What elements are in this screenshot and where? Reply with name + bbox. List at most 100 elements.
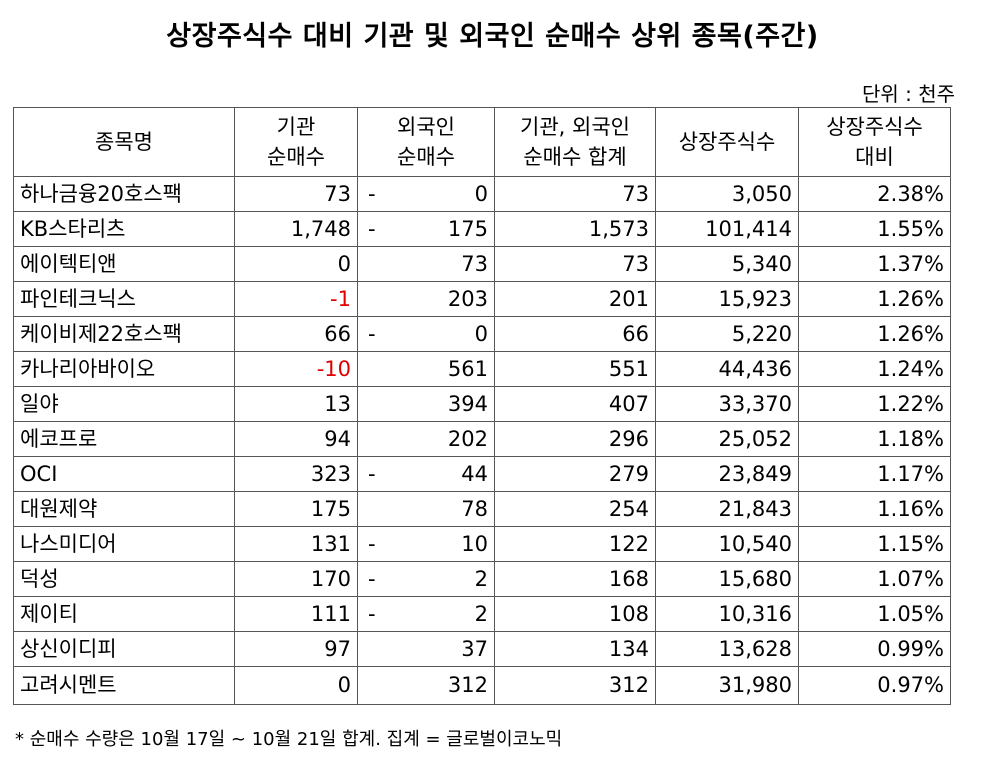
foreign-net-buy: 202 bbox=[357, 421, 495, 457]
listed-shares: 31,980 bbox=[655, 666, 799, 705]
share-ratio: 1.26% bbox=[798, 316, 951, 352]
share-ratio: 0.97% bbox=[798, 666, 951, 705]
table-row: 고려시멘트 0 312 312 31,980 0.97% bbox=[13, 666, 951, 705]
foreign-net-buy: 37 bbox=[357, 631, 495, 667]
foreign-value: 10 bbox=[461, 532, 488, 556]
foreign-net-buy: - 175 bbox=[357, 211, 495, 247]
share-ratio: 0.99% bbox=[798, 631, 951, 667]
stock-name: 에코프로 bbox=[13, 421, 235, 457]
listed-shares: 15,680 bbox=[655, 561, 799, 597]
foreign-sign: - bbox=[368, 322, 376, 346]
foreign-sign: - bbox=[368, 462, 376, 486]
share-ratio: 1.26% bbox=[798, 281, 951, 317]
stock-name: OCI bbox=[13, 456, 235, 492]
share-ratio: 1.07% bbox=[798, 561, 951, 597]
foreign-value: 561 bbox=[447, 357, 488, 381]
unit-label: 단위 : 천주 bbox=[861, 82, 955, 106]
foreign-value: 0 bbox=[474, 182, 488, 206]
table-row: 일야 13 394 407 33,370 1.22% bbox=[13, 386, 951, 422]
stock-name: 케이비제22호스팩 bbox=[13, 316, 235, 352]
table-row: KB스타리츠 1,748- 175 1,573 101,414 1.55% bbox=[13, 211, 951, 247]
foreign-net-buy: - 10 bbox=[357, 526, 495, 562]
institution-net-buy: 97 bbox=[234, 631, 358, 667]
share-ratio: 1.17% bbox=[798, 456, 951, 492]
foreign-value: 2 bbox=[474, 567, 488, 591]
institution-net-buy: 1,748 bbox=[234, 211, 358, 247]
net-buy-sum: 201 bbox=[494, 281, 656, 317]
institution-net-buy: 73 bbox=[234, 176, 358, 212]
header-ratio: 상장주식수 대비 bbox=[798, 107, 951, 177]
stock-table: 종목명 기관 순매수 외국인 순매수 기관, 외국인 순매수 합계 상장주식수 상장주… bbox=[13, 107, 951, 705]
stock-name: 카나리아바이오 bbox=[13, 351, 235, 387]
net-buy-sum: 551 bbox=[494, 351, 656, 387]
foreign-sign: - bbox=[368, 182, 376, 206]
header-name: 종목명 bbox=[13, 107, 235, 177]
table-row: 상신이디피 97 37 134 13,628 0.99% bbox=[13, 631, 951, 667]
foreign-net-buy: -2 bbox=[357, 561, 495, 597]
listed-shares: 5,340 bbox=[655, 246, 799, 282]
footnote: * 순매수 수량은 10월 17일 ~ 10월 21일 합계. 집계 = 글로벌… bbox=[15, 729, 563, 750]
listed-shares: 13,628 bbox=[655, 631, 799, 667]
stock-name: 대원제약 bbox=[13, 491, 235, 527]
net-buy-sum: 168 bbox=[494, 561, 656, 597]
institution-net-buy: 175 bbox=[234, 491, 358, 527]
stock-name: 고려시멘트 bbox=[13, 666, 235, 705]
net-buy-sum: 312 bbox=[494, 666, 656, 705]
foreign-sign: - bbox=[368, 217, 376, 241]
net-buy-sum: 108 bbox=[494, 596, 656, 632]
listed-shares: 23,849 bbox=[655, 456, 799, 492]
table-header-row: 종목명 기관 순매수 외국인 순매수 기관, 외국인 순매수 합계 상장주식수 상장주… bbox=[13, 107, 951, 177]
foreign-value: 44 bbox=[461, 462, 488, 486]
foreign-sign: - bbox=[368, 532, 376, 556]
stock-name: 제이티 bbox=[13, 596, 235, 632]
stock-name: 덕성 bbox=[13, 561, 235, 597]
foreign-sign: - bbox=[368, 602, 376, 626]
net-buy-sum: 66 bbox=[494, 316, 656, 352]
table-row: 케이비제22호스팩 66-0 66 5,220 1.26% bbox=[13, 316, 951, 352]
listed-shares: 3,050 bbox=[655, 176, 799, 212]
listed-shares: 101,414 bbox=[655, 211, 799, 247]
listed-shares: 21,843 bbox=[655, 491, 799, 527]
foreign-net-buy: -2 bbox=[357, 596, 495, 632]
foreign-net-buy: 78 bbox=[357, 491, 495, 527]
listed-shares: 5,220 bbox=[655, 316, 799, 352]
table-row: 대원제약 175 78 254 21,843 1.16% bbox=[13, 491, 951, 527]
net-buy-sum: 73 bbox=[494, 176, 656, 212]
table-row: 제이티 111-2 108 10,316 1.05% bbox=[13, 596, 951, 632]
table-row: 하나금융20호스팩 73-0 73 3,050 2.38% bbox=[13, 176, 951, 212]
foreign-net-buy: 394 bbox=[357, 386, 495, 422]
institution-net-buy: -1 bbox=[234, 281, 358, 317]
institution-net-buy: 323 bbox=[234, 456, 358, 492]
stock-name: 에이텍티앤 bbox=[13, 246, 235, 282]
table-row: 카나리아바이오 -10 561 551 44,436 1.24% bbox=[13, 351, 951, 387]
share-ratio: 1.37% bbox=[798, 246, 951, 282]
net-buy-sum: 73 bbox=[494, 246, 656, 282]
stock-name: 파인테크닉스 bbox=[13, 281, 235, 317]
net-buy-sum: 407 bbox=[494, 386, 656, 422]
net-buy-sum: 134 bbox=[494, 631, 656, 667]
foreign-net-buy: 203 bbox=[357, 281, 495, 317]
institution-net-buy: -10 bbox=[234, 351, 358, 387]
share-ratio: 1.55% bbox=[798, 211, 951, 247]
table-row: 에이텍티앤 0 73 73 5,340 1.37% bbox=[13, 246, 951, 282]
foreign-net-buy: -0 bbox=[357, 176, 495, 212]
net-buy-sum: 296 bbox=[494, 421, 656, 457]
stock-name: 하나금융20호스팩 bbox=[13, 176, 235, 212]
foreign-value: 202 bbox=[447, 427, 488, 451]
table-row: 에코프로 94 202 296 25,052 1.18% bbox=[13, 421, 951, 457]
header-institution: 기관 순매수 bbox=[234, 107, 358, 177]
page-title: 상장주식수 대비 기관 및 외국인 순매수 상위 종목(주간) bbox=[166, 21, 819, 52]
foreign-net-buy: 73 bbox=[357, 246, 495, 282]
header-sum: 기관, 외국인 순매수 합계 bbox=[494, 107, 656, 177]
stock-name: 나스미디어 bbox=[13, 526, 235, 562]
institution-net-buy: 111 bbox=[234, 596, 358, 632]
foreign-net-buy: 312 bbox=[357, 666, 495, 705]
listed-shares: 25,052 bbox=[655, 421, 799, 457]
foreign-value: 78 bbox=[461, 497, 488, 521]
listed-shares: 10,316 bbox=[655, 596, 799, 632]
foreign-value: 0 bbox=[474, 322, 488, 346]
share-ratio: 1.16% bbox=[798, 491, 951, 527]
listed-shares: 44,436 bbox=[655, 351, 799, 387]
foreign-net-buy: -0 bbox=[357, 316, 495, 352]
foreign-net-buy: - 44 bbox=[357, 456, 495, 492]
